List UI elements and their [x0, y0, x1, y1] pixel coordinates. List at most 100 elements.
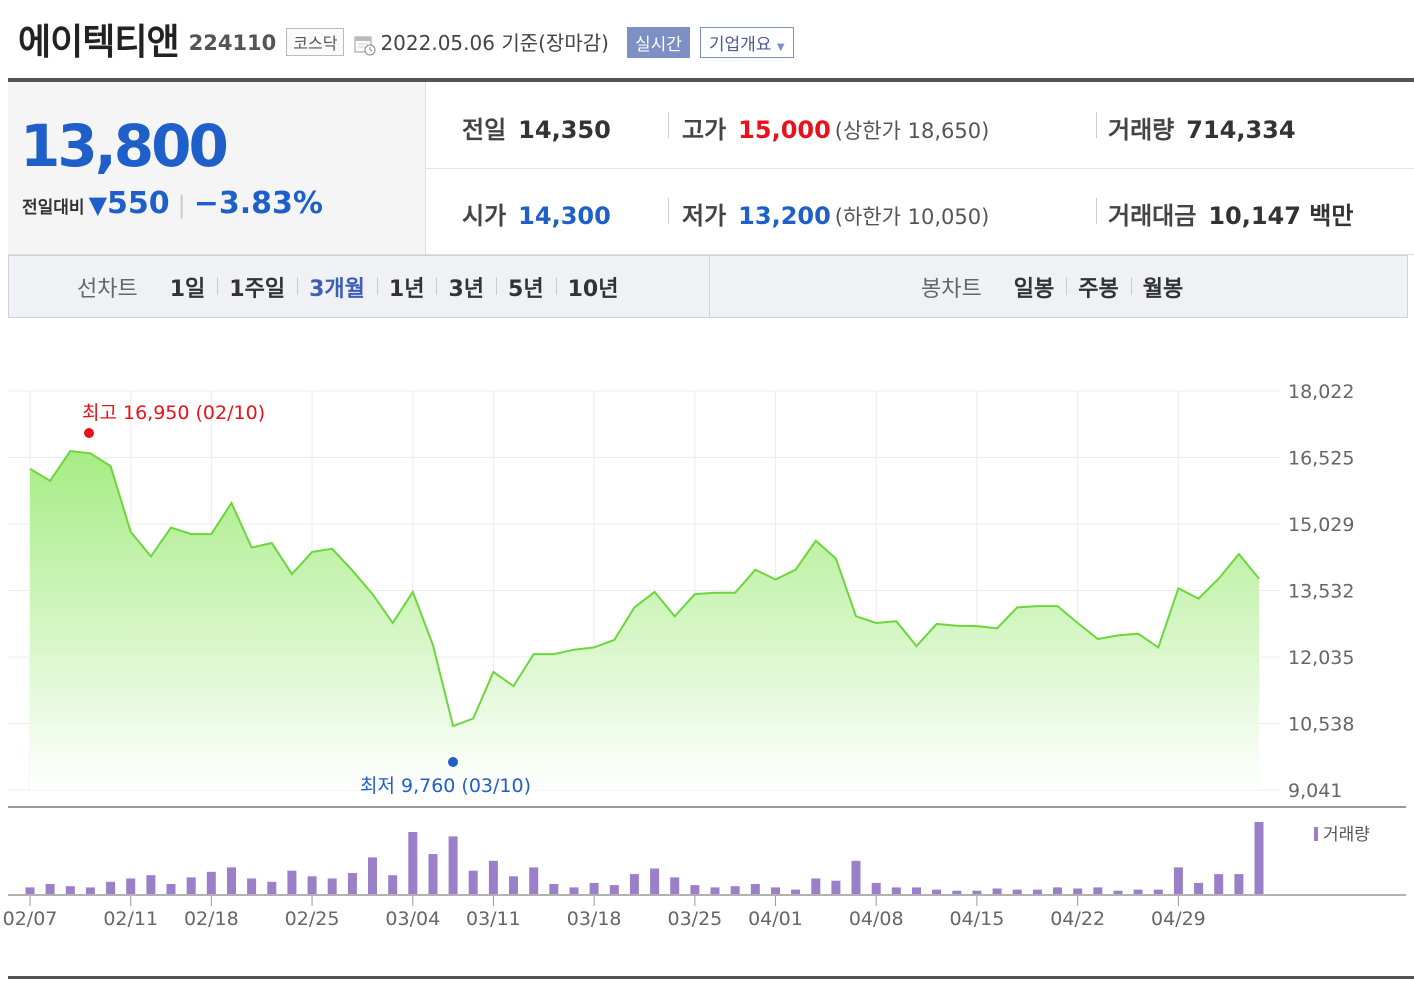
- volume-bar: [912, 887, 921, 894]
- volume-bar: [368, 857, 377, 894]
- volume-bar: [529, 867, 539, 894]
- volume-bar: [1234, 874, 1244, 894]
- header: 에이텍티앤 224110 코스닥 2022.05.06 기준(장마감) 실시간 …: [18, 14, 794, 64]
- volume-bar: [428, 854, 438, 894]
- calendar-icon: [354, 34, 376, 56]
- x-tick-label: 03/18: [567, 908, 622, 930]
- tab-daily[interactable]: 일봉: [1013, 276, 1055, 302]
- volume-bar: [992, 888, 1002, 894]
- volume-bar: [408, 832, 418, 894]
- volume-bar: [952, 890, 962, 894]
- candle-chart-tabs: 봉차트 일봉 주봉 월봉: [909, 256, 1195, 317]
- min-marker: [448, 757, 458, 767]
- tab-monthly[interactable]: 월봉: [1130, 271, 1195, 303]
- y-tick-label: 16,525: [1288, 448, 1354, 470]
- volume-bar: [347, 873, 357, 894]
- chevron-down-icon: ▼: [776, 41, 785, 53]
- open-price: 시가 14,300: [462, 196, 611, 231]
- down-arrow-icon: ▼: [88, 191, 108, 219]
- open-value: 14,300: [518, 202, 611, 230]
- y-tick-label: 12,035: [1288, 647, 1354, 669]
- price-area: [30, 451, 1259, 790]
- volume-bar: [811, 878, 821, 894]
- volume-bar: [750, 884, 760, 894]
- line-chart-label: 선차트: [77, 276, 138, 302]
- change-percent: −3.83%: [193, 186, 323, 221]
- volume-bar: [549, 884, 559, 894]
- open-label: 시가: [462, 202, 507, 230]
- stock-code: 224110: [188, 31, 277, 55]
- base-date: 2022.05.06 기준(장마감): [380, 30, 609, 55]
- volume-bar: [287, 870, 297, 894]
- volume-bar: [1093, 887, 1103, 894]
- high-label: 고가: [682, 116, 727, 144]
- price-line: [29, 450, 1260, 728]
- x-tick-label: 02/25: [285, 908, 340, 930]
- y-tick-label: 18,022: [1288, 381, 1354, 403]
- change-separator: |: [177, 191, 186, 219]
- prev-close: 전일 14,350: [462, 110, 611, 145]
- tab-10y[interactable]: 10년: [555, 271, 631, 303]
- volume-bar: [247, 878, 257, 894]
- x-tick-label: 03/04: [385, 908, 440, 930]
- prev-close-value: 14,350: [518, 116, 611, 144]
- price-box: 13,800 전일대비 ▼ 550 | −3.83%: [8, 82, 426, 255]
- volume-bar: [710, 887, 720, 894]
- price-change: 전일대비 ▼ 550 | −3.83%: [22, 186, 323, 221]
- candle-chart-label: 봉차트: [921, 276, 982, 302]
- line-chart-tabs: 선차트 1일 1주일 3개월 1년 3년 5년 10년: [65, 256, 630, 317]
- volume-label: 거래량: [1108, 116, 1175, 144]
- change-amount: 550: [107, 186, 170, 221]
- chart-tabs: 선차트 1일 1주일 3개월 1년 3년 5년 10년 봉차트 일봉 주봉 월봉: [8, 255, 1408, 318]
- volume-bar: [589, 882, 599, 894]
- realtime-button[interactable]: 실시간: [626, 26, 690, 58]
- market-badge: 코스닥: [286, 28, 345, 56]
- high-price: 고가 15,000 (상한가 18,650): [682, 110, 989, 145]
- tab-3m[interactable]: 3개월: [297, 271, 377, 303]
- volume-bar: [851, 860, 861, 894]
- tab-1w[interactable]: 1주일: [217, 271, 297, 303]
- volume-bar: [932, 889, 942, 894]
- high-value: 15,000: [738, 116, 831, 144]
- x-tick-label: 02/07: [3, 908, 58, 930]
- x-tick-label: 04/08: [849, 908, 904, 930]
- volume-bar: [1173, 867, 1183, 894]
- volume: 거래량 714,334: [1108, 110, 1296, 145]
- x-tick-label: 04/29: [1151, 908, 1206, 930]
- max-annotation: 최고 16,950 (02/10): [82, 402, 265, 424]
- tab-5y[interactable]: 5년: [496, 271, 556, 303]
- volume-bar: [670, 877, 680, 894]
- volume-bar: [569, 887, 579, 894]
- tab-weekly[interactable]: 주봉: [1066, 271, 1130, 303]
- tab-3y[interactable]: 3년: [436, 271, 496, 303]
- volume-bar: [166, 884, 176, 894]
- company-overview-button[interactable]: 기업개요 ▼: [699, 26, 794, 58]
- volume-bar: [509, 876, 518, 894]
- volume-bar: [1073, 888, 1083, 894]
- volume-bar: [650, 868, 660, 894]
- volume-bar: [488, 860, 498, 894]
- volume-bar: [1214, 874, 1224, 894]
- tab-1y[interactable]: 1년: [376, 271, 437, 303]
- y-tick-label: 13,532: [1288, 581, 1354, 603]
- tab-divider: [709, 256, 710, 317]
- lower-limit: (하한가 10,050): [834, 205, 990, 229]
- volume-bar: [126, 878, 136, 894]
- upper-limit: (상한가 18,650): [834, 119, 990, 143]
- company-name: 에이텍티앤: [18, 22, 180, 63]
- quote-row-2: 시가 14,300 저가 13,200 (하한가 10,050) 거래대금 10,147…: [426, 168, 1414, 254]
- volume-bar: [871, 882, 881, 894]
- volume-bar: [25, 887, 35, 894]
- volume-bar: [1053, 887, 1062, 894]
- x-tick-label: 02/18: [184, 908, 239, 930]
- prev-close-label: 전일: [462, 116, 507, 144]
- x-tick-label: 03/11: [466, 908, 521, 930]
- volume-bar: [791, 889, 801, 894]
- volume-bar: [206, 871, 216, 894]
- volume-bar: [831, 880, 841, 894]
- volume-bar: [146, 875, 156, 894]
- tab-1d[interactable]: 1일: [169, 276, 206, 302]
- change-label: 전일대비: [22, 198, 85, 218]
- volume-legend-label: 거래량: [1323, 825, 1370, 845]
- volume-bar: [891, 887, 901, 894]
